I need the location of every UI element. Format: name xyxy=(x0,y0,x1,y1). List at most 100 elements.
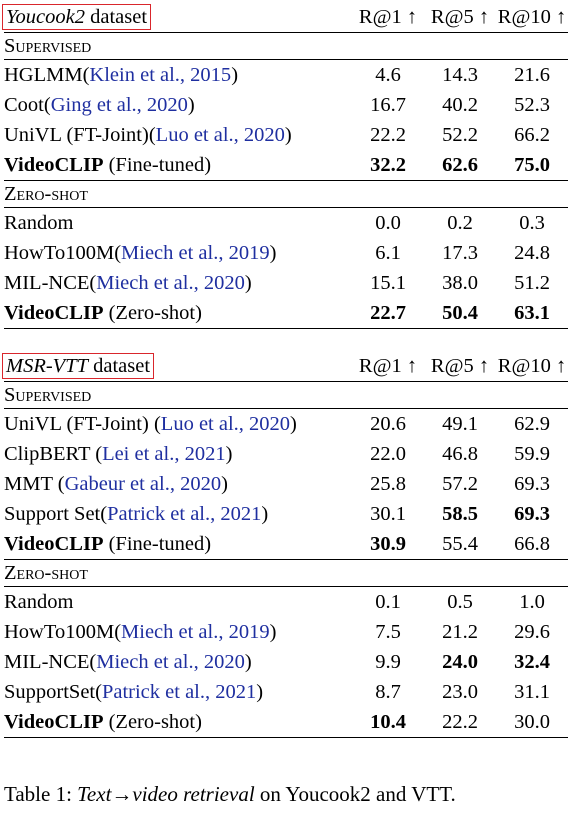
method-cell: UniVL (FT-Joint) (Luo et al., 2020) xyxy=(4,409,352,440)
metric-value: 32.2 xyxy=(370,154,406,176)
metric-value: 30.9 xyxy=(370,533,406,555)
citation-link[interactable]: Ging et al., 2020 xyxy=(50,94,188,116)
table-row: VideoCLIP (Fine-tuned) 30.9 55.4 66.8 xyxy=(4,529,568,560)
section-row: Zero-shot xyxy=(4,180,568,208)
method-cell: SupportSet(Patrick et al., 2021) xyxy=(4,677,352,707)
method-name-bold: VideoCLIP xyxy=(4,302,104,324)
citation-link[interactable]: Patrick et al., 2021 xyxy=(101,681,257,703)
metric-value: 62.6 xyxy=(442,154,478,176)
section-row: Supervised xyxy=(4,32,568,60)
method-name: UniVL (FT-Joint) xyxy=(4,124,149,146)
cite-open-paren: ( xyxy=(114,621,122,643)
citation-link[interactable]: Patrick et al., 2021 xyxy=(107,503,262,525)
citation-link[interactable]: Gabeur et al., 2020 xyxy=(64,473,222,495)
citation-link[interactable]: Luo et al., 2020 xyxy=(155,124,285,146)
method-cell: HowTo100M(Miech et al., 2019) xyxy=(4,617,352,647)
metric-value: 31.1 xyxy=(514,681,550,703)
cite-open-paren: ( xyxy=(43,94,51,116)
citation-link[interactable]: Miech et al., 2019 xyxy=(121,621,270,643)
method-cell: Random xyxy=(4,587,352,618)
table-row: HowTo100M(Miech et al., 2019) 7.5 21.2 29.6 xyxy=(4,617,568,647)
cite-open-paren: ( xyxy=(100,503,108,525)
method-name: ClipBERT xyxy=(4,443,96,465)
method-name-bold: VideoCLIP xyxy=(4,154,104,176)
method-name: Random xyxy=(4,591,74,613)
cite-open-paren: ( xyxy=(82,64,90,86)
method-name: MIL-NCE xyxy=(4,272,90,294)
table-spacer xyxy=(4,329,568,351)
header-row: MSR-VTT dataset R@1 ↑ R@5 ↑ R@10 ↑ xyxy=(2,351,568,382)
citation-link[interactable]: Klein et al., 2015 xyxy=(89,64,232,86)
cite-close-paren: ) xyxy=(187,94,195,116)
column-header: R@10 ↑ xyxy=(496,351,568,382)
section-row: Zero-shot xyxy=(4,559,568,587)
metric-value: 49.1 xyxy=(442,413,478,435)
citation-link[interactable]: Miech et al., 2019 xyxy=(121,242,270,264)
cite-open-paren: ( xyxy=(57,473,65,495)
dataset-cell: Youcook2 dataset xyxy=(2,2,352,33)
metric-value: 14.3 xyxy=(442,64,478,86)
dataset-label-box: Youcook2 dataset xyxy=(2,4,152,30)
dataset-suffix: dataset xyxy=(88,355,151,377)
metric-value: 21.2 xyxy=(442,621,478,643)
table-row: HGLMM(Klein et al., 2015) 4.6 14.3 21.6 xyxy=(4,60,568,91)
table-caption: Table 1: Text→video retrieval on Youcook… xyxy=(4,782,456,807)
metric-value: 66.2 xyxy=(514,124,550,146)
cite-open-paren: ( xyxy=(114,242,122,264)
column-header: R@5 ↑ xyxy=(424,351,496,382)
section-label: Zero-shot xyxy=(4,559,568,587)
metric-value: 69.3 xyxy=(514,503,550,525)
method-name-bold: VideoCLIP xyxy=(4,533,104,555)
citation-link[interactable]: Lei et al., 2021 xyxy=(102,443,226,465)
metric-value: 38.0 xyxy=(442,272,478,294)
section-label: Supervised xyxy=(4,381,568,409)
method-name: MMT xyxy=(4,473,58,495)
caption-prefix: Table 1: xyxy=(4,782,78,806)
metric-value: 16.7 xyxy=(370,94,406,116)
cite-close-paren: ) xyxy=(244,272,252,294)
cite-open-paren: ( xyxy=(148,124,156,146)
metric-value: 50.4 xyxy=(424,298,496,329)
cite-close-paren: ) xyxy=(221,473,228,495)
metric-value: 22.0 xyxy=(370,443,406,465)
metric-value: 46.8 xyxy=(442,443,478,465)
metric-value: 22.7 xyxy=(352,298,424,329)
cite-open-paren: ( xyxy=(89,651,97,673)
metric-value: 4.6 xyxy=(375,64,401,86)
method-name-bold: VideoCLIP xyxy=(4,711,104,733)
dataset-name: MSR-VTT xyxy=(6,355,88,377)
section-label: Supervised xyxy=(4,32,568,60)
table-row: HowTo100M(Miech et al., 2019) 6.1 17.3 24.8 xyxy=(4,238,568,268)
method-cell: ClipBERT (Lei et al., 2021) xyxy=(4,439,352,469)
method-variant: (Fine-tuned) xyxy=(103,533,212,555)
table-row: Coot(Ging et al., 2020) 16.7 40.2 52.3 xyxy=(4,90,568,120)
cite-close-paren: ) xyxy=(225,443,233,465)
metric-value: 59.9 xyxy=(514,443,550,465)
metric-value: 24.0 xyxy=(442,651,478,673)
citation-link[interactable]: Luo et al., 2020 xyxy=(160,413,291,435)
metric-value: 9.9 xyxy=(375,651,401,673)
metric-value: 32.4 xyxy=(514,651,550,673)
dataset-cell: MSR-VTT dataset xyxy=(2,351,352,382)
method-variant: (Fine-tuned) xyxy=(103,154,212,176)
table-row: MIL-NCE(Miech et al., 2020) 15.1 38.0 51.2 xyxy=(4,268,568,298)
cite-open-paren: ( xyxy=(153,413,161,435)
table-row: UniVL (FT-Joint)(Luo et al., 2020) 22.2 52… xyxy=(4,120,568,150)
caption-suffix: on Youcook2 and VTT. xyxy=(254,782,456,806)
cite-close-paren: ) xyxy=(244,651,252,673)
metric-value: 66.8 xyxy=(514,533,550,555)
method-name: HowTo100M xyxy=(4,242,115,264)
metric-value: 0.5 xyxy=(447,591,473,613)
method-cell: MIL-NCE(Miech et al., 2020) xyxy=(4,268,352,298)
citation-link[interactable]: Miech et al., 2020 xyxy=(96,272,245,294)
method-cell: Random xyxy=(4,208,352,239)
metric-value: 0.2 xyxy=(447,212,473,234)
method-cell: MIL-NCE(Miech et al., 2020) xyxy=(4,647,352,677)
dataset-label-box: MSR-VTT dataset xyxy=(2,353,155,379)
metric-value: 24.8 xyxy=(514,242,550,264)
dataset-suffix: dataset xyxy=(84,6,148,28)
dataset-name: Youcook2 xyxy=(6,6,85,28)
table-row: ClipBERT (Lei et al., 2021) 22.0 46.8 59.9 xyxy=(4,439,568,469)
table-row: MMT (Gabeur et al., 2020) 25.8 57.2 69.3 xyxy=(4,469,568,499)
citation-link[interactable]: Miech et al., 2020 xyxy=(96,651,245,673)
